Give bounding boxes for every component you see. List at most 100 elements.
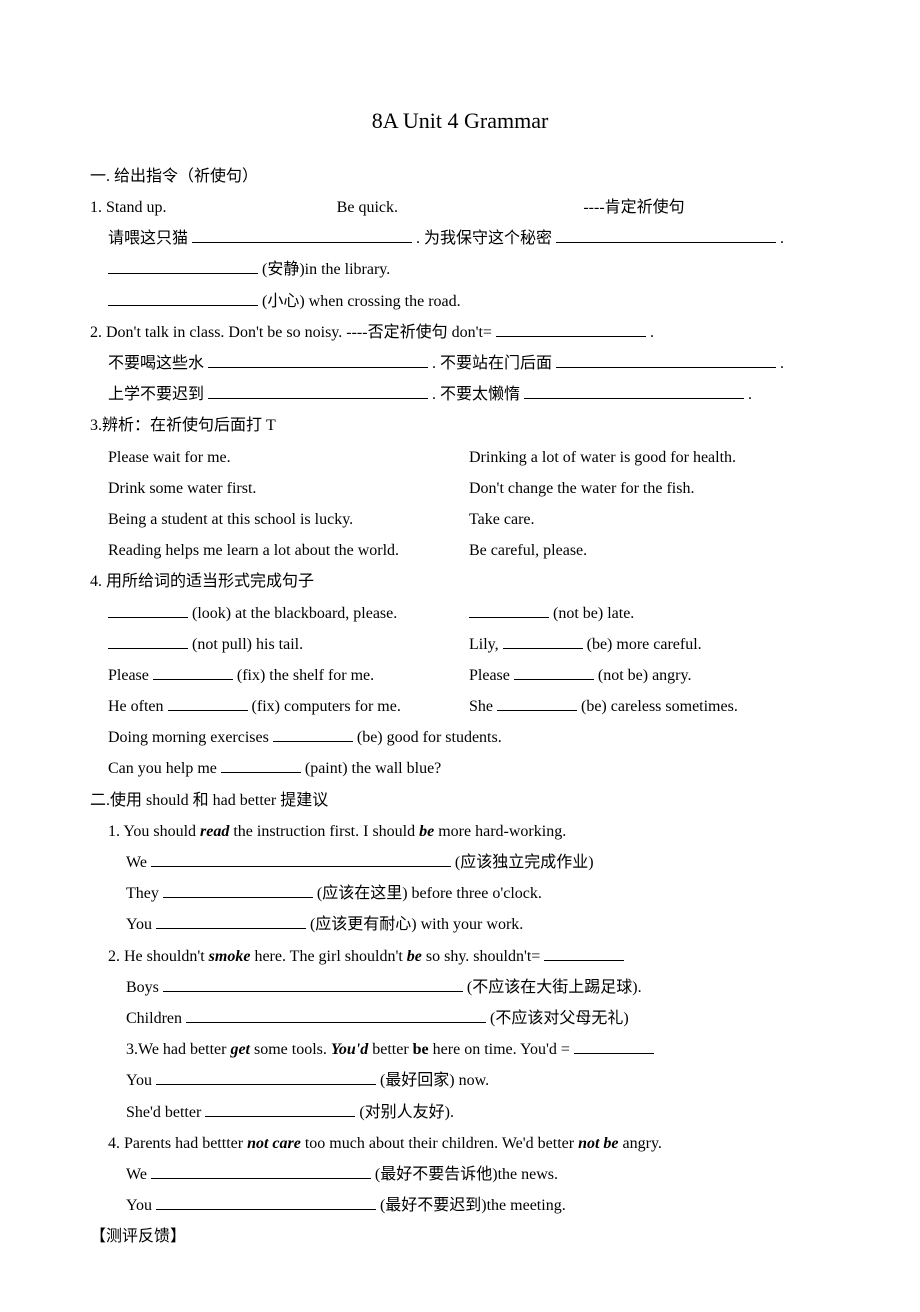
s2-l11bw: not be (578, 1135, 618, 1152)
s1-l2a: 请喂这只猫 (108, 230, 188, 247)
s1-l2b: . 为我保守这个秘密 (416, 230, 552, 247)
blank[interactable] (108, 601, 188, 618)
blank[interactable] (503, 632, 583, 649)
s2-l3a: They (126, 885, 163, 902)
blank[interactable] (221, 756, 301, 773)
blank[interactable] (556, 351, 776, 368)
s1-l9b: Drinking a lot of water is good for heal… (469, 442, 830, 473)
blank[interactable] (192, 226, 412, 243)
s2-l10a: She'd better (126, 1104, 205, 1121)
s2-l7b: (不应该对父母无礼) (490, 1010, 629, 1027)
s1-l5b: . (650, 324, 654, 341)
blank[interactable] (108, 632, 188, 649)
s2-l5bw: be (407, 948, 422, 965)
s1-l16a: Please (108, 667, 153, 684)
blank[interactable] (497, 694, 577, 711)
s2-l8b: some tools. (250, 1041, 331, 1058)
s1-l7b: . 不要太懒惰 (432, 386, 520, 403)
footer: 【测评反馈】 (90, 1221, 830, 1252)
s2-l12b: (最好不要告诉他)the news. (375, 1166, 558, 1183)
blank[interactable] (524, 382, 744, 399)
s1-l12b: Be careful, please. (469, 535, 830, 566)
blank[interactable] (186, 1006, 486, 1023)
s2-l1bw: be (419, 823, 434, 840)
s1-l11a: Being a student at this school is lucky. (108, 504, 469, 535)
blank[interactable] (205, 1100, 355, 1117)
s1-l6b: . 不要站在门后面 (432, 355, 552, 372)
s2-l1c: more hard-working. (434, 823, 566, 840)
s1-l7a: 上学不要迟到 (108, 386, 204, 403)
s2-l5b: here. The girl shouldn't (250, 948, 406, 965)
section2-heading: 二.使用 should 和 had better 提建议 (90, 785, 830, 816)
s2-l1a: 1. You should (108, 823, 200, 840)
s2-l5aw: smoke (209, 948, 251, 965)
s1-l16d: (not be) angry. (598, 667, 692, 684)
s2-l1b: the instruction first. I should (229, 823, 419, 840)
s1-l16c: Please (469, 667, 510, 684)
s2-l11b: too much about their children. We'd bett… (301, 1135, 578, 1152)
s2-l13a: You (126, 1197, 156, 1214)
s1-l15b: Lily, (469, 636, 503, 653)
s2-l3b: (应该在这里) before three o'clock. (317, 885, 542, 902)
s2-l1aw: read (200, 823, 229, 840)
s2-l8d: here on time. You'd = (429, 1041, 570, 1058)
s2-l8cw: be (413, 1041, 429, 1058)
blank[interactable] (156, 912, 306, 929)
s1-l5a: 2. Don't talk in class. Don't be so nois… (90, 324, 492, 341)
blank[interactable] (514, 663, 594, 680)
s2-l10b: (对别人友好). (359, 1104, 454, 1121)
blank[interactable] (108, 289, 258, 306)
s1-l14a: (look) at the blackboard, please. (192, 605, 397, 622)
s2-l8c: better (368, 1041, 412, 1058)
blank[interactable] (556, 226, 776, 243)
blank[interactable] (496, 320, 646, 337)
blank[interactable] (544, 944, 624, 961)
s1-l19a: Can you help me (108, 760, 221, 777)
s1-l19b: (paint) the wall blue? (305, 760, 441, 777)
s2-l8bw: You'd (331, 1041, 368, 1058)
s2-l4a: You (126, 916, 156, 933)
blank[interactable] (156, 1193, 376, 1210)
s1-l17a: He often (108, 698, 168, 715)
s2-l12a: We (126, 1166, 151, 1183)
s1-l1b: Be quick. (337, 192, 584, 223)
s1-l17c: She (469, 698, 497, 715)
s1-l7c: . (748, 386, 752, 403)
s2-l6b: (不应该在大街上踢足球). (467, 979, 642, 996)
s2-l5c: so shy. shouldn't= (422, 948, 540, 965)
s2-l7a: Children (126, 1010, 186, 1027)
blank[interactable] (151, 1162, 371, 1179)
blank[interactable] (153, 663, 233, 680)
s1-l10b: Don't change the water for the fish. (469, 473, 830, 504)
s1-l15c: (be) more careful. (587, 636, 702, 653)
blank[interactable] (574, 1037, 654, 1054)
s2-l13b: (最好不要迟到)the meeting. (380, 1197, 566, 1214)
s1-l1a: 1. Stand up. (90, 192, 337, 223)
s2-l8a: 3.We had better (126, 1041, 230, 1058)
blank[interactable] (163, 881, 313, 898)
s2-l11aw: not care (247, 1135, 301, 1152)
s2-l6a: Boys (126, 979, 163, 996)
blank[interactable] (156, 1068, 376, 1085)
s1-l16b: (fix) the shelf for me. (237, 667, 374, 684)
s1-l15a: (not pull) his tail. (192, 636, 303, 653)
section1-heading: 一. 给出指令（祈使句） (90, 161, 830, 192)
blank[interactable] (168, 694, 248, 711)
s2-l11c: angry. (619, 1135, 662, 1152)
page-title: 8A Unit 4 Grammar (90, 100, 830, 143)
blank[interactable] (273, 725, 353, 742)
blank[interactable] (151, 850, 451, 867)
blank[interactable] (163, 975, 463, 992)
s2-l9a: You (126, 1072, 156, 1089)
blank[interactable] (208, 351, 428, 368)
blank[interactable] (469, 601, 549, 618)
s2-l5a: 2. He shouldn't (108, 948, 209, 965)
blank[interactable] (108, 257, 258, 274)
s1-l11b: Take care. (469, 504, 830, 535)
s1-l8: 3.辨析：在祈使句后面打 T (90, 410, 830, 441)
s1-l6a: 不要喝这些水 (108, 355, 204, 372)
s1-l4a: (小心) when crossing the road. (262, 293, 461, 310)
blank[interactable] (208, 382, 428, 399)
s1-l13: 4. 用所给词的适当形式完成句子 (90, 566, 830, 597)
s1-l17d: (be) careless sometimes. (581, 698, 738, 715)
